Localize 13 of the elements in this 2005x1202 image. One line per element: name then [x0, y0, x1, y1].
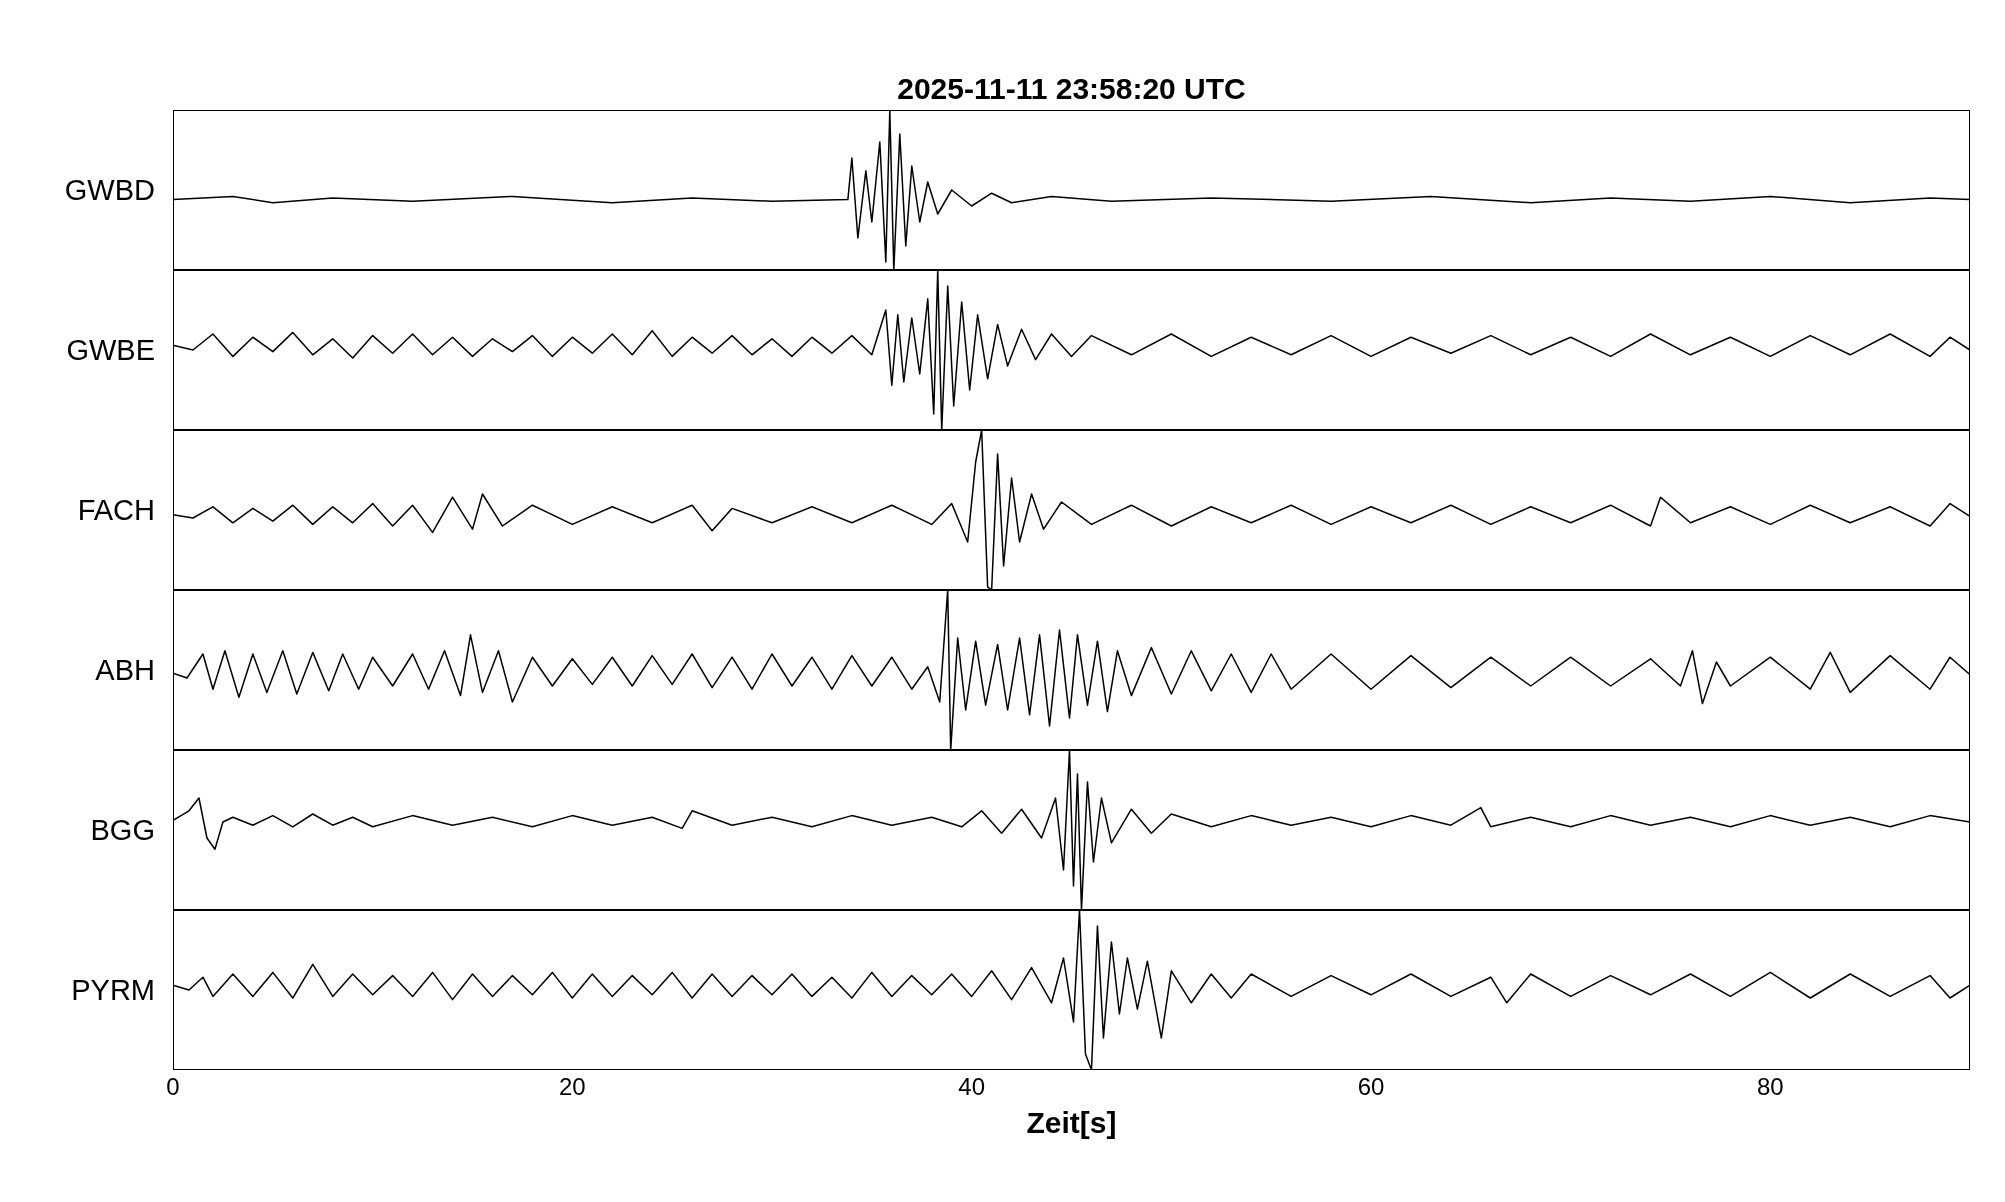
y-axis-title: FACH	[76, 492, 155, 528]
x-tick-label: 40	[958, 1073, 986, 1101]
x-axis-title: Zeit[s]	[1025, 1106, 1118, 1140]
x-tick-label: 20	[558, 1073, 586, 1101]
x-tick-label: 0	[166, 1073, 180, 1101]
x-tick-label: 60	[1357, 1073, 1385, 1101]
y-axis-title: BGG	[89, 812, 155, 848]
y-axis-title: GWBD	[63, 172, 155, 208]
y-axis-title: GWBE	[65, 332, 155, 368]
y-axis-title: PYRM	[70, 972, 155, 1008]
x-tick-label: 80	[1756, 1073, 1784, 1101]
chart-title: 2025-11-11 23:58:20 UTC	[896, 71, 1247, 107]
y-axis-title: ABH	[94, 652, 155, 688]
